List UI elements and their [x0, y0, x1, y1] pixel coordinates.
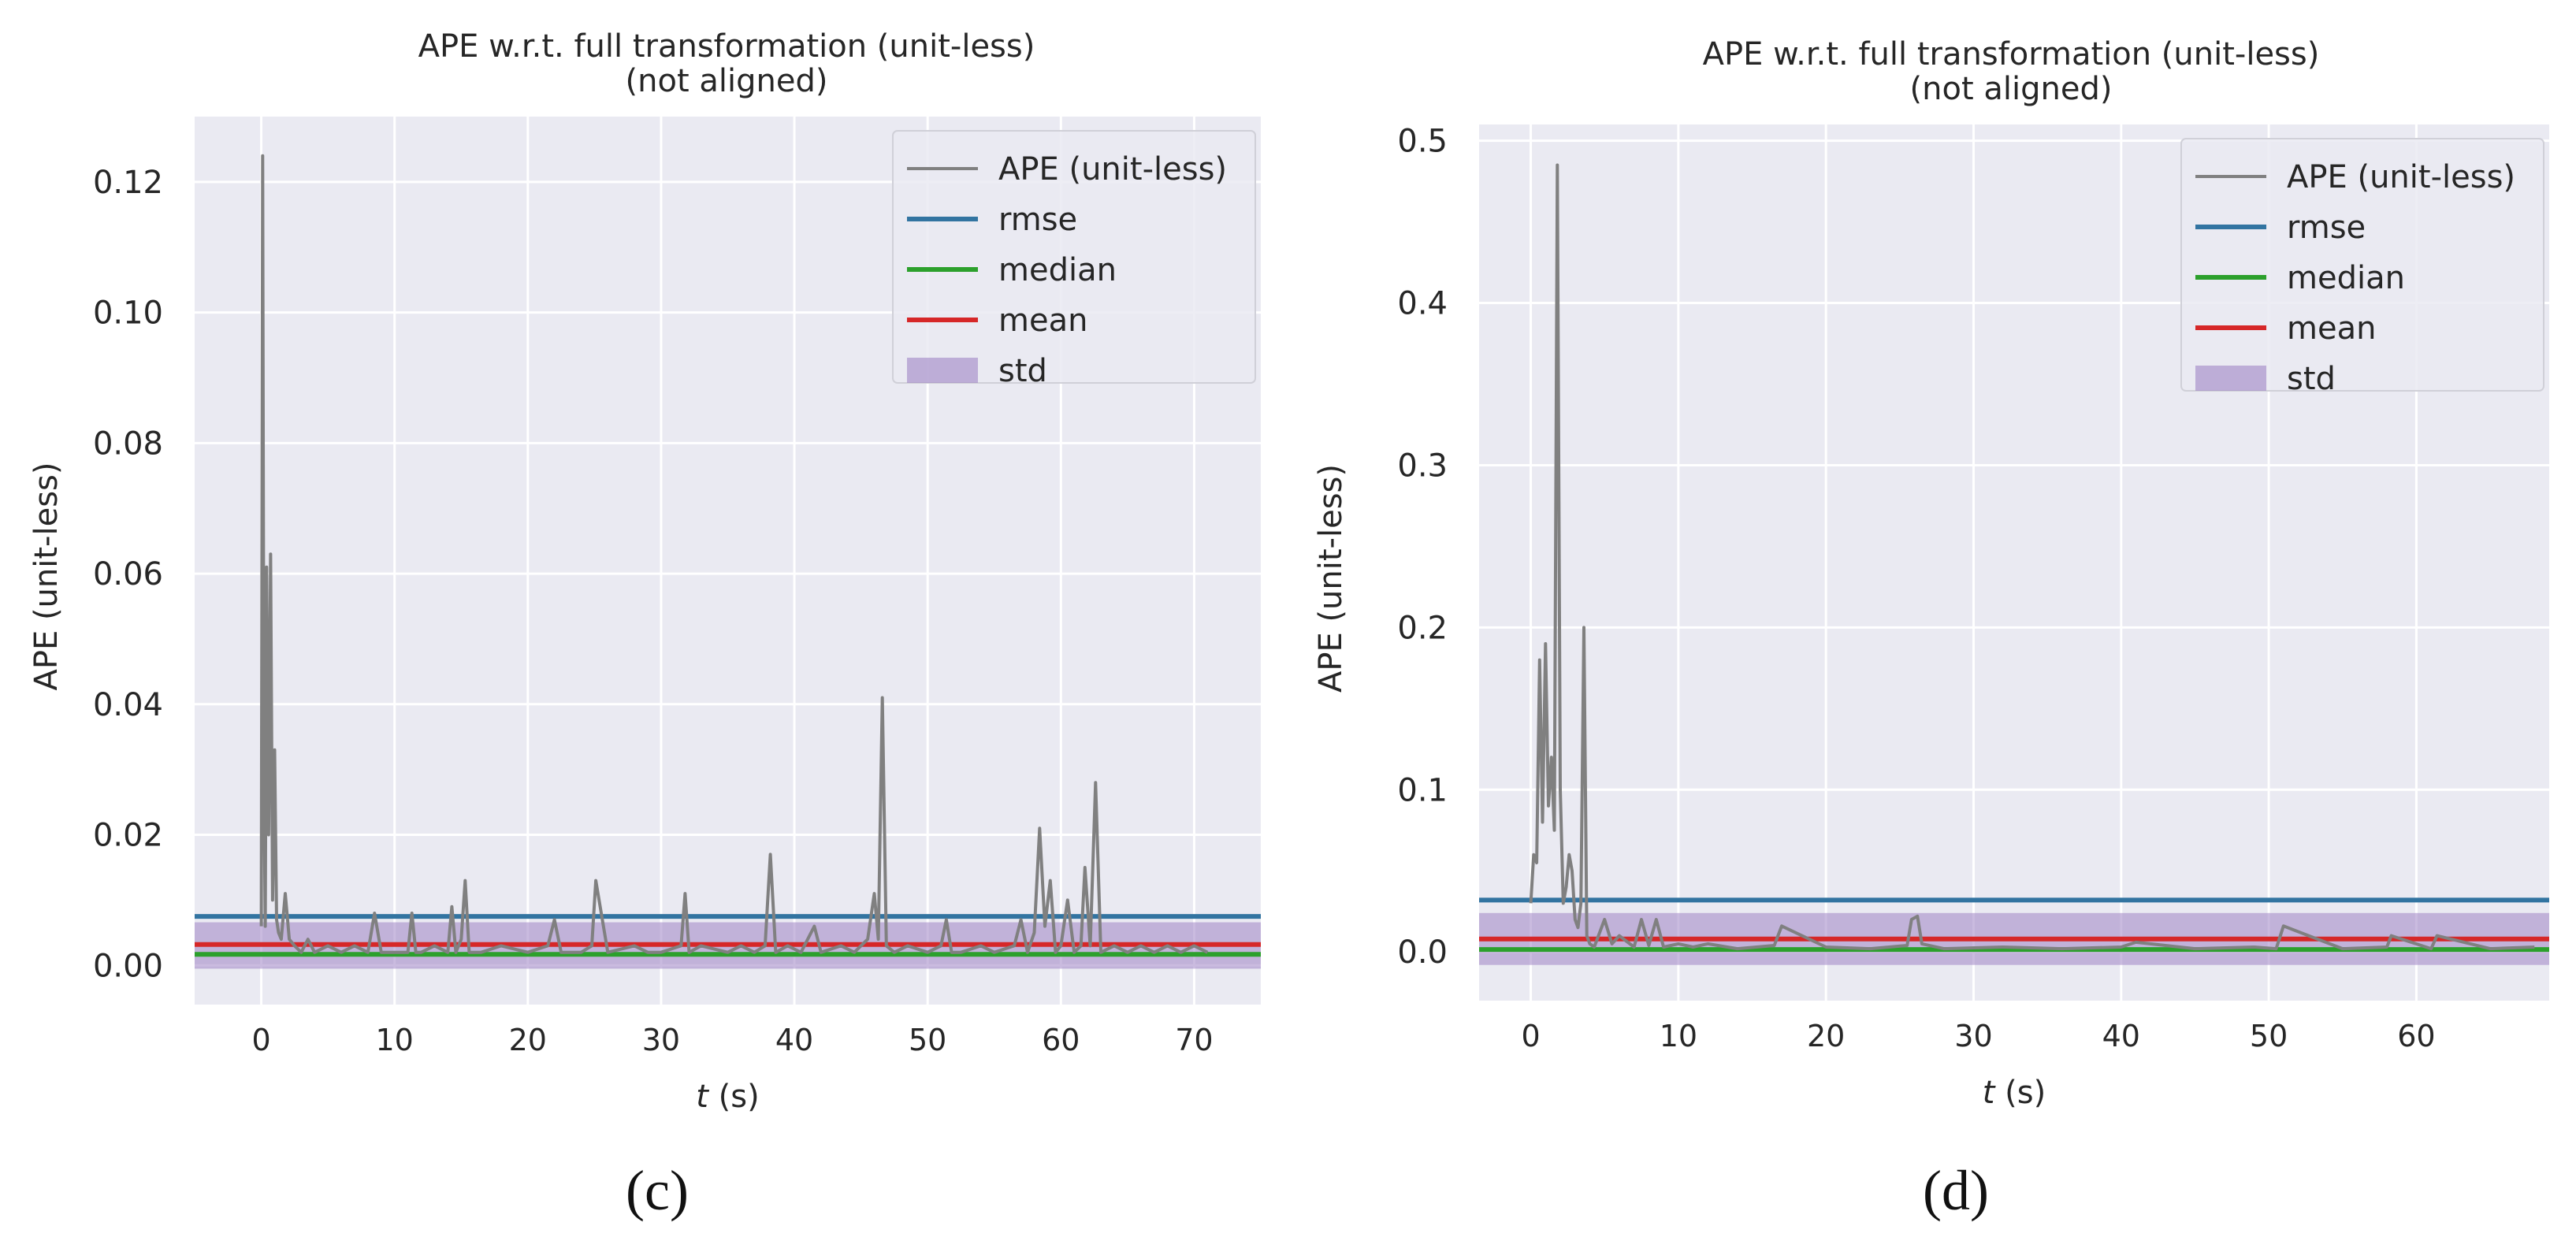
x-tick-labels: 0 10 20 30 40 50 60	[1521, 1019, 2435, 1053]
y-tick-label: 0.2	[1397, 610, 1448, 646]
x-axis-label-unit: (s)	[719, 1079, 760, 1115]
legend-box	[892, 130, 1256, 384]
chart-title: APE w.r.t. full transformation (unit-les…	[1703, 36, 2320, 72]
legend-item-std: std	[907, 353, 1047, 389]
stat-lines	[1479, 897, 2549, 953]
series	[259, 154, 1209, 954]
y-tick-labels: 0.00 0.02 0.04 0.06 0.08 0.10 0.12	[93, 165, 163, 984]
legend-item-mean: mean	[907, 303, 1087, 339]
legend-swatch-std	[907, 358, 978, 383]
y-tick-label: 0.0	[1397, 934, 1448, 971]
legend-item-median: median	[907, 252, 1117, 288]
legend-label-mean: mean	[998, 303, 1087, 339]
legend-label-std: std	[998, 353, 1047, 389]
legend-swatch-std	[2195, 366, 2266, 391]
legend-item-mean: mean	[2195, 310, 2376, 347]
y-tick-label: 0.12	[93, 165, 163, 201]
legend-item-ape: APE (unit-less)	[907, 151, 1227, 188]
x-tick-label: 0	[1521, 1019, 1540, 1053]
chart-subtitle: (not aligned)	[1910, 71, 2113, 107]
x-axis-label: t (s)	[696, 1079, 759, 1115]
y-tick-label: 0.06	[93, 556, 163, 592]
ape-series-line	[259, 154, 1209, 954]
x-tick-label: 30	[1954, 1019, 1992, 1053]
y-tick-label: 0.3	[1397, 448, 1448, 484]
panel-caption: (c)	[626, 1159, 689, 1222]
legend-label-rmse: rmse	[2287, 210, 2366, 246]
panel-caption: (d)	[1923, 1159, 1989, 1222]
y-tick-labels: 0.0 0.1 0.2 0.3 0.4 0.5	[1397, 124, 1448, 971]
x-tick-labels: 0 10 20 30 40 50 60 70	[251, 1023, 1213, 1057]
x-tick-label: 20	[1807, 1019, 1845, 1053]
legend-label-median: median	[2287, 260, 2405, 296]
legend-label-median: median	[998, 252, 1117, 288]
legend-label-rmse: rmse	[998, 202, 1077, 238]
y-tick-label: 0.02	[93, 818, 163, 854]
x-tick-label: 10	[1660, 1019, 1697, 1053]
y-axis-label: APE (unit-less)	[28, 462, 65, 690]
ape-series-line	[1529, 163, 2535, 951]
legend-label-mean: mean	[2287, 310, 2376, 347]
y-tick-label: 0.04	[93, 687, 163, 723]
legend-item-median: median	[2195, 260, 2405, 296]
legend: APE (unit-less) rmse median mean std	[892, 130, 1256, 389]
y-axis-label: APE (unit-less)	[1313, 464, 1349, 693]
legend-item-rmse: rmse	[2195, 210, 2366, 246]
x-tick-label: 60	[1042, 1023, 1080, 1057]
x-tick-label: 70	[1175, 1023, 1213, 1057]
y-tick-label: 0.00	[93, 948, 163, 984]
x-tick-label: 60	[2397, 1019, 2435, 1053]
legend-label-ape: APE (unit-less)	[998, 151, 1227, 188]
series	[1529, 163, 2535, 951]
x-tick-label: 50	[2250, 1019, 2288, 1053]
legend-label-std: std	[2287, 361, 2336, 397]
x-tick-label: 50	[909, 1023, 946, 1057]
x-tick-label: 20	[509, 1023, 547, 1057]
y-tick-label: 0.10	[93, 295, 163, 332]
x-tick-label: 30	[642, 1023, 680, 1057]
legend-label-ape: APE (unit-less)	[2287, 159, 2515, 195]
y-tick-label: 0.4	[1397, 286, 1448, 322]
legend-item-rmse: rmse	[907, 202, 1077, 238]
chart-panel-c: 0 10 20 30 40 50 60 70 0.00 0.02 0.04 0.06 0.08 0.10…	[28, 28, 1261, 1222]
chart-subtitle: (not aligned)	[626, 63, 828, 99]
y-tick-label: 0.1	[1397, 772, 1448, 808]
x-tick-label: 40	[775, 1023, 813, 1057]
legend: APE (unit-less) rmse median mean std	[2180, 138, 2544, 397]
x-tick-label: 10	[376, 1023, 414, 1057]
legend-item-std: std	[2195, 361, 2336, 397]
y-tick-label: 0.5	[1397, 124, 1448, 160]
chart-title: APE w.r.t. full transformation (unit-les…	[418, 28, 1035, 65]
y-tick-label: 0.08	[93, 425, 163, 462]
chart-panel-d: 0 10 20 30 40 50 60 0.0 0.1 0.2 0.3 0.4 0.5 APE w.r…	[1313, 36, 2549, 1222]
x-axis-label: t (s)	[1983, 1075, 2046, 1111]
legend-item-ape: APE (unit-less)	[2195, 159, 2515, 195]
x-tick-label: 40	[2102, 1019, 2140, 1053]
x-tick-label: 0	[251, 1023, 270, 1057]
x-axis-label-unit: (s)	[2005, 1075, 2046, 1111]
x-axis-label-var: t	[696, 1079, 709, 1115]
legend-box	[2180, 138, 2544, 392]
x-axis-label-var: t	[1983, 1075, 1996, 1111]
